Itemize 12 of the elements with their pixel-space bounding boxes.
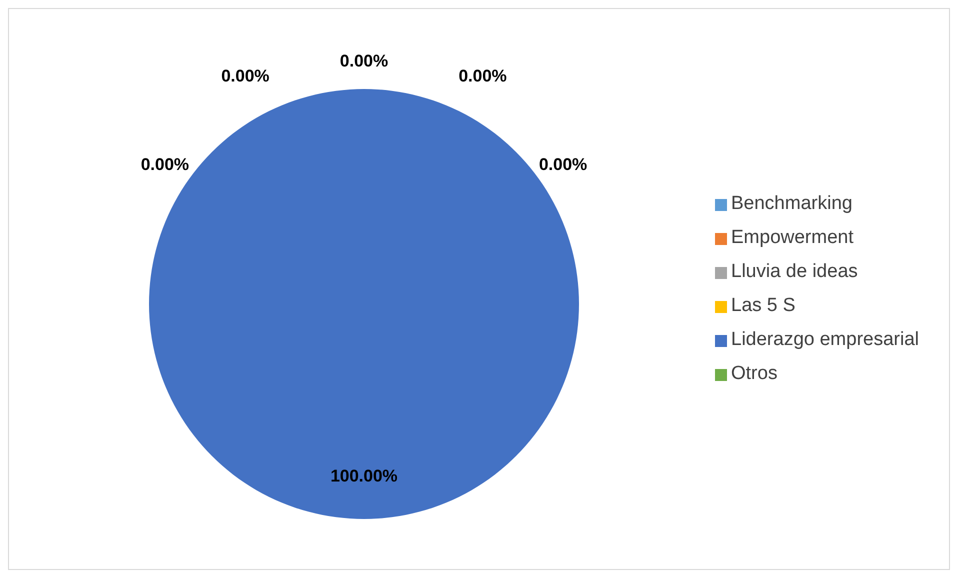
data-label: 100.00% [330,466,398,486]
legend-label: Las 5 S [731,295,796,316]
text: 0.00% [340,52,388,70]
text: 0.00% [538,155,588,174]
text: 0.00% [140,155,190,174]
legend-label: Lluvia de ideas [731,261,858,282]
legend-label: Empowerment [731,227,854,248]
text: 0.00% [458,66,507,86]
legend-label: Otros [731,363,778,384]
legend-label: Benchmarking [731,193,852,214]
text: 0.00% [221,66,270,86]
legend-label: Liderazgo empresarial [731,329,919,350]
